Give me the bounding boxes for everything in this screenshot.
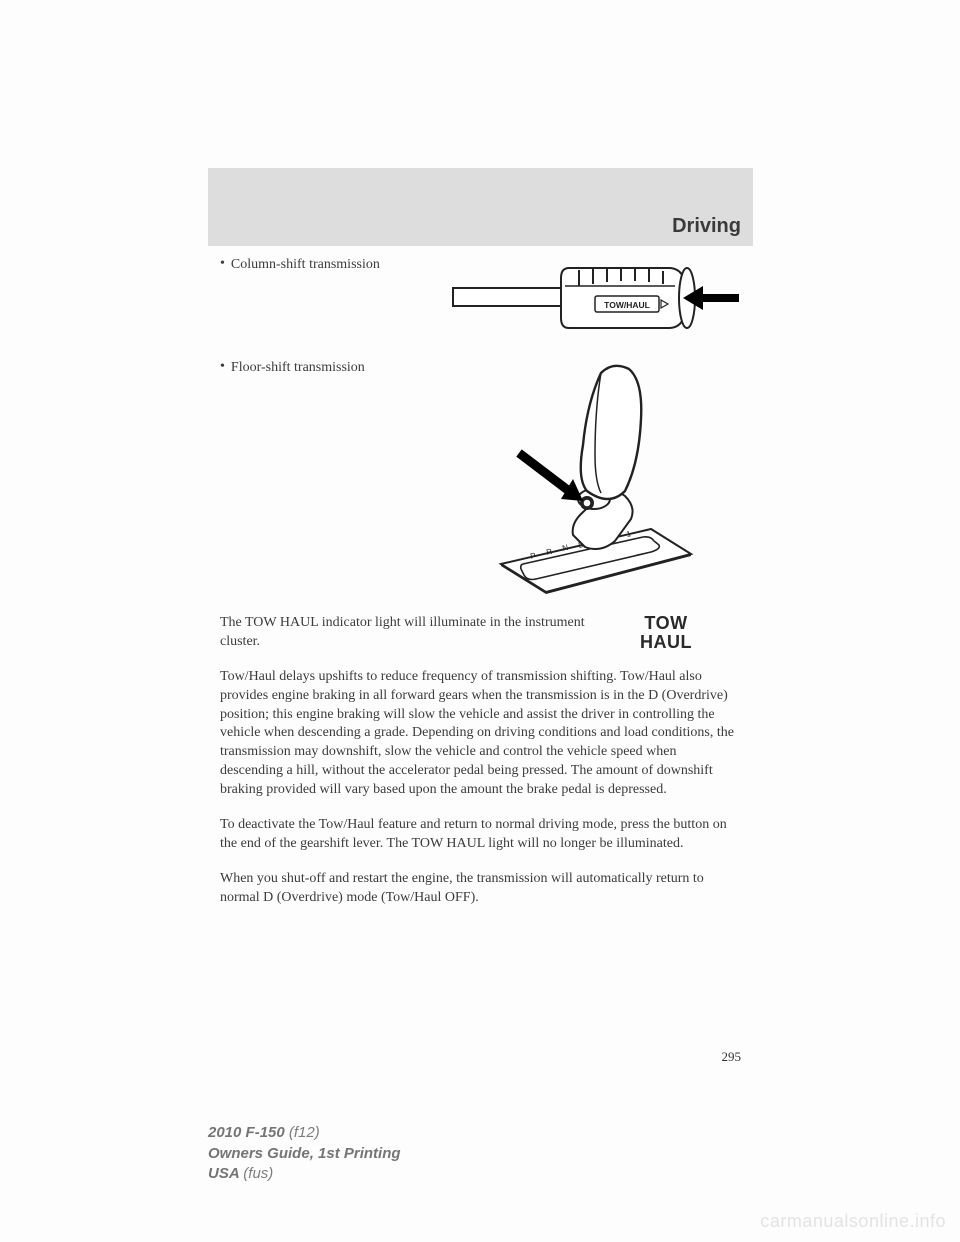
footer-line1: 2010 F-150 (f12): [208, 1123, 401, 1143]
bullet-icon: •: [220, 256, 225, 275]
footer-model: 2010 F-150: [208, 1124, 289, 1141]
footer-country: USA: [208, 1165, 243, 1182]
bullet-icon: •: [220, 359, 225, 378]
tow-haul-indicator: TOW HAUL: [616, 614, 716, 652]
footer-line2: Owners Guide, 1st Printing: [208, 1144, 401, 1164]
footer-code1: (f12): [289, 1124, 320, 1141]
figure-tow-haul-badge: TOW HAUL: [591, 614, 741, 652]
row-floor-shift: • Floor-shift transmission P R: [220, 359, 741, 594]
footer-code2: (fus): [243, 1165, 273, 1182]
tow-line1: TOW: [616, 614, 716, 633]
footer: 2010 F-150 (f12) Owners Guide, 1st Print…: [208, 1123, 401, 1184]
row-tow-haul: The TOW HAUL indicator light will illumi…: [220, 614, 741, 652]
figure-floor-shift: P R N D 3 2 1: [451, 359, 741, 594]
text-tow-haul: The TOW HAUL indicator light will illumi…: [220, 614, 591, 652]
page-container: Driving • Column-shift transmission: [208, 168, 753, 1073]
text-column-shift: • Column-shift transmission: [220, 256, 451, 275]
para-4: When you shut-off and restart the engine…: [220, 870, 741, 908]
svg-text:R: R: [545, 547, 553, 557]
footer-line3: USA (fus): [208, 1164, 401, 1184]
tow-haul-grip-label: TOW/HAUL: [604, 300, 650, 310]
label-floor-shift: Floor-shift transmission: [231, 359, 365, 378]
svg-text:N: N: [561, 543, 569, 553]
column-shift-svg: TOW/HAUL: [451, 256, 741, 341]
text-floor-shift: • Floor-shift transmission: [220, 359, 451, 378]
section-title: Driving: [672, 215, 741, 238]
floor-shift-svg: P R N D 3 2 1: [491, 359, 701, 594]
label-column-shift: Column-shift transmission: [231, 256, 380, 275]
svg-text:P: P: [529, 551, 536, 561]
figure-column-shift: TOW/HAUL: [451, 256, 741, 341]
para-2: Tow/Haul delays upshifts to reduce frequ…: [220, 668, 741, 800]
page-number: 295: [722, 1049, 742, 1065]
para-3: To deactivate the Tow/Haul feature and r…: [220, 816, 741, 854]
page-content: • Column-shift transmission: [208, 246, 753, 908]
tow-line2: HAUL: [616, 633, 716, 652]
watermark: carmanualsonline.info: [760, 1211, 946, 1232]
header-band: Driving: [208, 168, 753, 246]
para-tow-haul: The TOW HAUL indicator light will illumi…: [220, 615, 585, 649]
row-column-shift: • Column-shift transmission: [220, 256, 741, 341]
